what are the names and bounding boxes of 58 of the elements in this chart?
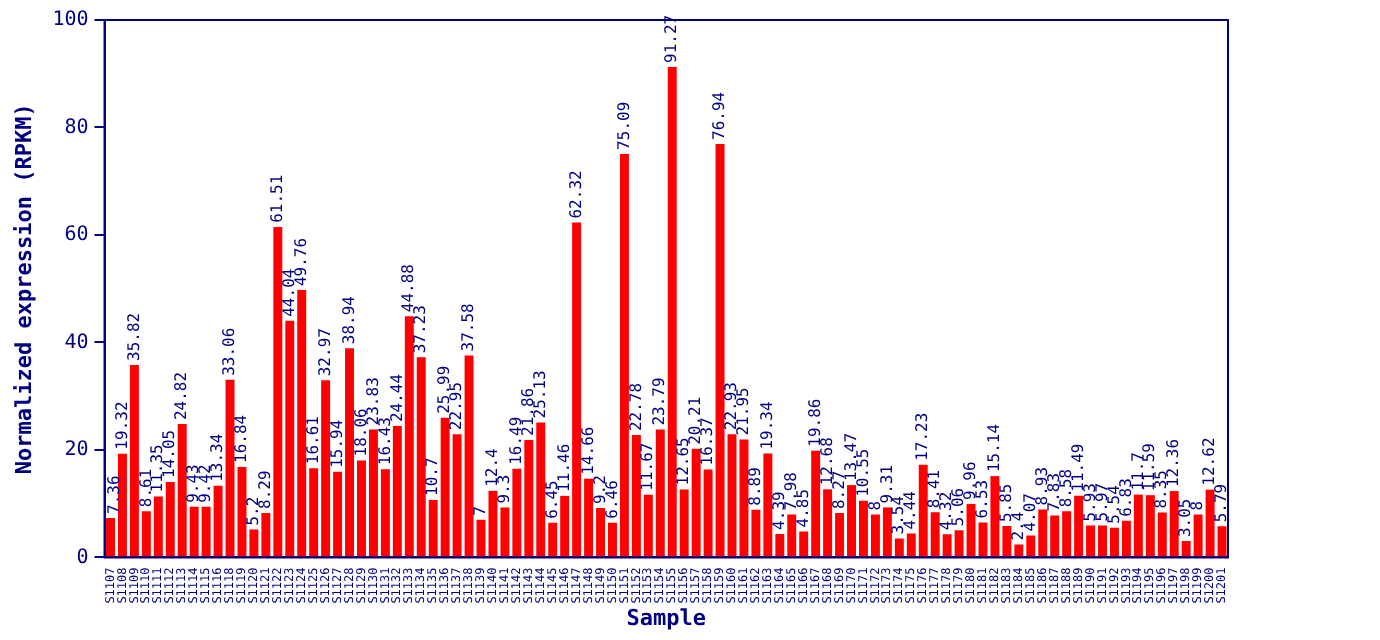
data-label: 11.46 bbox=[554, 443, 573, 492]
data-label: 16.37 bbox=[698, 416, 717, 466]
data-label: 13.34 bbox=[208, 433, 227, 482]
data-label: 8.27 bbox=[829, 470, 848, 510]
data-label: 37.58 bbox=[459, 302, 478, 352]
data-label: 23.79 bbox=[650, 377, 669, 426]
data-label: 4.07 bbox=[1020, 492, 1039, 532]
data-label: 14.66 bbox=[578, 426, 597, 475]
data-label: 37.23 bbox=[411, 304, 430, 354]
data-label: 75.09 bbox=[614, 101, 633, 150]
data-label: 8.61 bbox=[136, 468, 155, 508]
data-label: 5.79 bbox=[1212, 483, 1231, 523]
data-label: 35.82 bbox=[124, 312, 143, 361]
data-label: 61.51 bbox=[267, 174, 286, 223]
data-label: 16.61 bbox=[303, 415, 322, 465]
data-label: 10.7 bbox=[423, 457, 442, 496]
data-label: 22.95 bbox=[447, 381, 466, 431]
data-label: 8.58 bbox=[1056, 468, 1075, 508]
data-label: 8.29 bbox=[256, 470, 275, 509]
data-label: 19.34 bbox=[758, 401, 777, 450]
data-label: 33.06 bbox=[220, 327, 239, 376]
data-label: 24.82 bbox=[172, 371, 191, 421]
data-label: 12.62 bbox=[1200, 437, 1219, 486]
data-label: 5.93 bbox=[1080, 482, 1099, 522]
data-label: 19.32 bbox=[112, 401, 131, 450]
data-label: 16.84 bbox=[232, 414, 251, 463]
data-label: 15.94 bbox=[327, 419, 346, 468]
data-label: 14.05 bbox=[160, 429, 179, 478]
data-label: 8.89 bbox=[746, 466, 765, 506]
data-label: 19.86 bbox=[805, 398, 824, 447]
data-label: 22.78 bbox=[626, 382, 645, 432]
data-label: 17.23 bbox=[913, 412, 932, 461]
y-tick-label: 100 bbox=[52, 9, 89, 32]
data-label: 21.95 bbox=[734, 386, 753, 436]
y-tick-label: 40 bbox=[64, 331, 89, 354]
data-label: 7.36 bbox=[104, 475, 123, 514]
data-label: 9.3 bbox=[495, 474, 514, 504]
data-label: 38.94 bbox=[339, 295, 358, 345]
data-label: 6.53 bbox=[973, 479, 992, 519]
data-label: 15.14 bbox=[985, 423, 1004, 473]
y-tick-label: 60 bbox=[64, 224, 89, 247]
data-label: 11.67 bbox=[638, 442, 657, 491]
y-axis-title: Normalized expression (RPKM) bbox=[10, 103, 37, 475]
y-tick-label: 20 bbox=[64, 439, 89, 462]
data-label: 49.76 bbox=[291, 237, 310, 287]
data-label: 76.94 bbox=[710, 91, 729, 140]
data-label: 4.44 bbox=[901, 490, 920, 530]
data-label: 8 bbox=[1188, 500, 1207, 511]
y-tick-label: 0 bbox=[76, 546, 89, 569]
data-label: 62.32 bbox=[566, 169, 585, 219]
data-label: 10.55 bbox=[853, 448, 872, 497]
data-label: 32.97 bbox=[315, 327, 334, 377]
data-label: 9.31 bbox=[877, 464, 896, 504]
data-label: 8 bbox=[865, 500, 884, 511]
data-label: 7 bbox=[471, 505, 490, 516]
data-label: 12.36 bbox=[1164, 438, 1183, 488]
y-tick-label: 80 bbox=[64, 116, 89, 139]
x-axis-title: Sample bbox=[626, 604, 707, 631]
